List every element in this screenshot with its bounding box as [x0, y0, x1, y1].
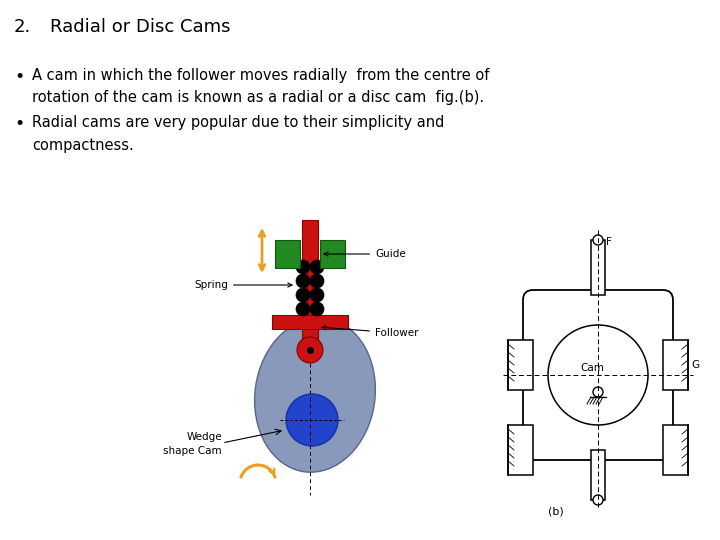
Text: Radial cams are very popular due to their simplicity and: Radial cams are very popular due to thei…	[32, 115, 444, 130]
Bar	[272, 315, 348, 329]
Circle shape	[296, 260, 310, 274]
Circle shape	[593, 387, 603, 397]
Circle shape	[296, 274, 310, 288]
Text: Wedge: Wedge	[186, 432, 222, 442]
Bar	[508, 340, 533, 390]
Ellipse shape	[255, 318, 375, 472]
Text: Cam: Cam	[580, 363, 604, 373]
Text: •: •	[14, 68, 24, 86]
Circle shape	[593, 235, 603, 245]
Circle shape	[310, 302, 324, 316]
Text: (b): (b)	[548, 507, 564, 517]
Circle shape	[286, 394, 338, 446]
Bar	[663, 340, 688, 390]
Bar	[663, 425, 688, 475]
Circle shape	[310, 260, 324, 274]
Text: •: •	[14, 115, 24, 133]
Bar	[508, 425, 533, 475]
Circle shape	[310, 288, 324, 302]
Bar	[302, 220, 318, 350]
FancyBboxPatch shape	[523, 290, 673, 460]
Text: 2.: 2.	[14, 18, 31, 36]
Text: shape Cam: shape Cam	[163, 446, 222, 456]
Circle shape	[296, 288, 310, 302]
Circle shape	[593, 495, 603, 505]
Bar	[275, 240, 300, 268]
Text: compactness.: compactness.	[32, 138, 134, 153]
Bar	[591, 240, 605, 295]
Text: Follower: Follower	[322, 326, 418, 338]
Text: G: G	[691, 360, 699, 370]
Text: Radial or Disc Cams: Radial or Disc Cams	[50, 18, 230, 36]
Text: rotation of the cam is known as a radial or a disc cam  fig.(b).: rotation of the cam is known as a radial…	[32, 90, 484, 105]
Circle shape	[548, 325, 648, 425]
Text: Guide: Guide	[324, 249, 406, 259]
Text: A cam in which the follower moves radially  from the centre of: A cam in which the follower moves radial…	[32, 68, 490, 83]
Circle shape	[297, 337, 323, 363]
Text: Spring: Spring	[194, 280, 292, 290]
Bar	[591, 450, 605, 500]
Text: F: F	[606, 237, 612, 247]
Bar	[320, 240, 345, 268]
Circle shape	[296, 302, 310, 316]
Circle shape	[310, 274, 324, 288]
